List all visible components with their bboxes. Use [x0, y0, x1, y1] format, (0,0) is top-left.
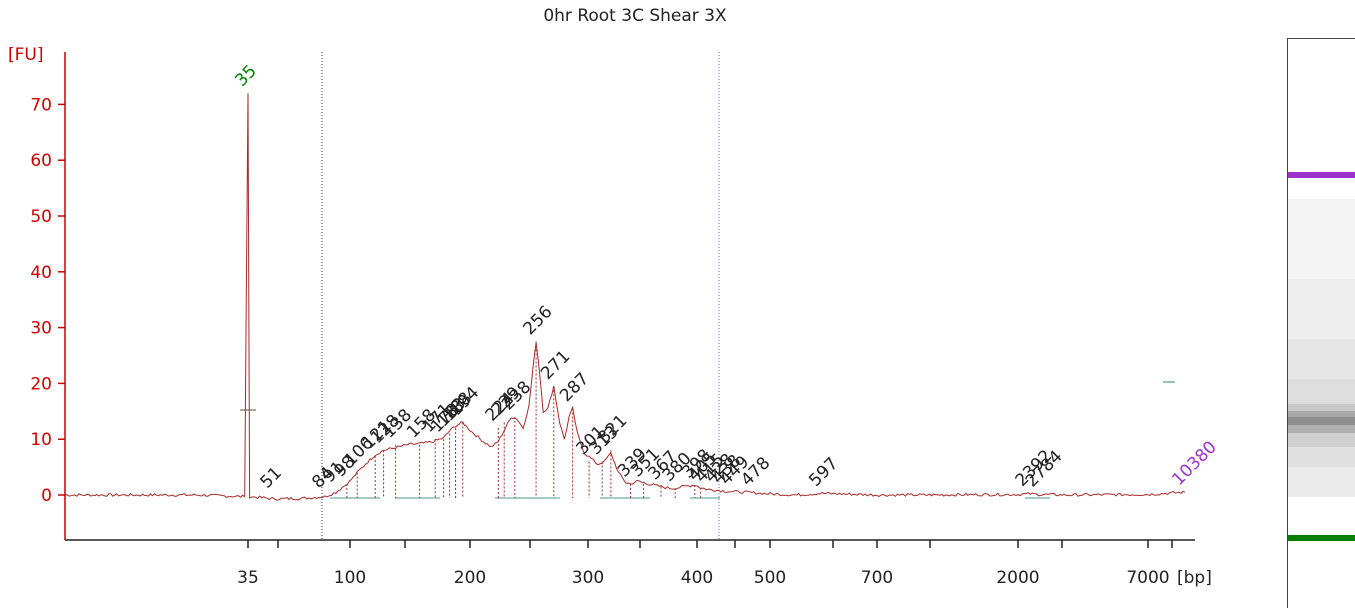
y-tick-label: 0 — [41, 486, 52, 506]
trace-layer — [64, 93, 1186, 501]
x-tick-label: 35 — [237, 568, 259, 588]
y-tick-label: 20 — [30, 374, 52, 394]
y-tick-label: 50 — [30, 207, 52, 227]
y-tick-label: 70 — [30, 95, 52, 115]
gel-smear-band — [1288, 425, 1355, 433]
y-tick-label: 40 — [30, 263, 52, 283]
gel-smear-band — [1288, 417, 1355, 425]
gel-smear-band — [1288, 447, 1355, 467]
y-axis-label: [FU] — [8, 45, 44, 65]
x-tick-label: 2000 — [996, 568, 1039, 588]
x-axis-label: [bp] — [1177, 568, 1212, 588]
peak-label: 256 — [519, 302, 556, 339]
gel-smear-band — [1288, 404, 1355, 414]
gel-lower-marker-band — [1288, 535, 1355, 541]
y-tick-label: 10 — [30, 430, 52, 450]
axis-layer: 0 10 20 30 40 50 60 70 35 100 200 300 400 500 700 2000 7… — [30, 52, 1195, 588]
gel-smear-band — [1288, 279, 1355, 339]
electropherogram-plot: 0 10 20 30 40 50 60 70 35 100 200 300 400 500 700 2000 7… — [8, 45, 1221, 588]
gel-smear-band — [1288, 433, 1355, 447]
gel-smear-band — [1288, 467, 1355, 497]
data-trace — [64, 93, 1186, 501]
x-tick-label: 300 — [572, 568, 604, 588]
gel-smear-band — [1288, 411, 1355, 419]
peak-label: 287 — [556, 369, 593, 406]
peak-label: 51 — [256, 463, 285, 492]
peak-label: 597 — [805, 454, 842, 491]
chart-title: 0hr Root 3C Shear 3X — [543, 6, 727, 26]
x-tick-label: 400 — [681, 568, 713, 588]
x-tick-label: 100 — [334, 568, 366, 588]
gel-lane — [1287, 38, 1355, 608]
gel-smear-band — [1288, 339, 1355, 379]
peak-label: 10380 — [1168, 437, 1220, 489]
gel-upper-marker-band — [1288, 172, 1355, 178]
y-tick-label: 60 — [30, 151, 52, 171]
x-tick-label: 200 — [454, 568, 486, 588]
grid-layer — [321, 52, 720, 540]
x-tick-label: 500 — [754, 568, 786, 588]
y-tick-label: 30 — [30, 319, 52, 339]
x-tick-label: 7000 — [1126, 568, 1169, 588]
x-tick-label: 700 — [861, 568, 893, 588]
peak-label: 35 — [231, 61, 260, 90]
